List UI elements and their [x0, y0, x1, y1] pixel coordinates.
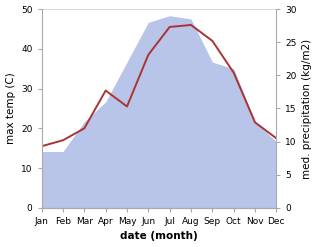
Y-axis label: med. precipitation (kg/m2): med. precipitation (kg/m2): [302, 38, 313, 179]
Y-axis label: max temp (C): max temp (C): [5, 73, 16, 144]
X-axis label: date (month): date (month): [120, 231, 198, 242]
